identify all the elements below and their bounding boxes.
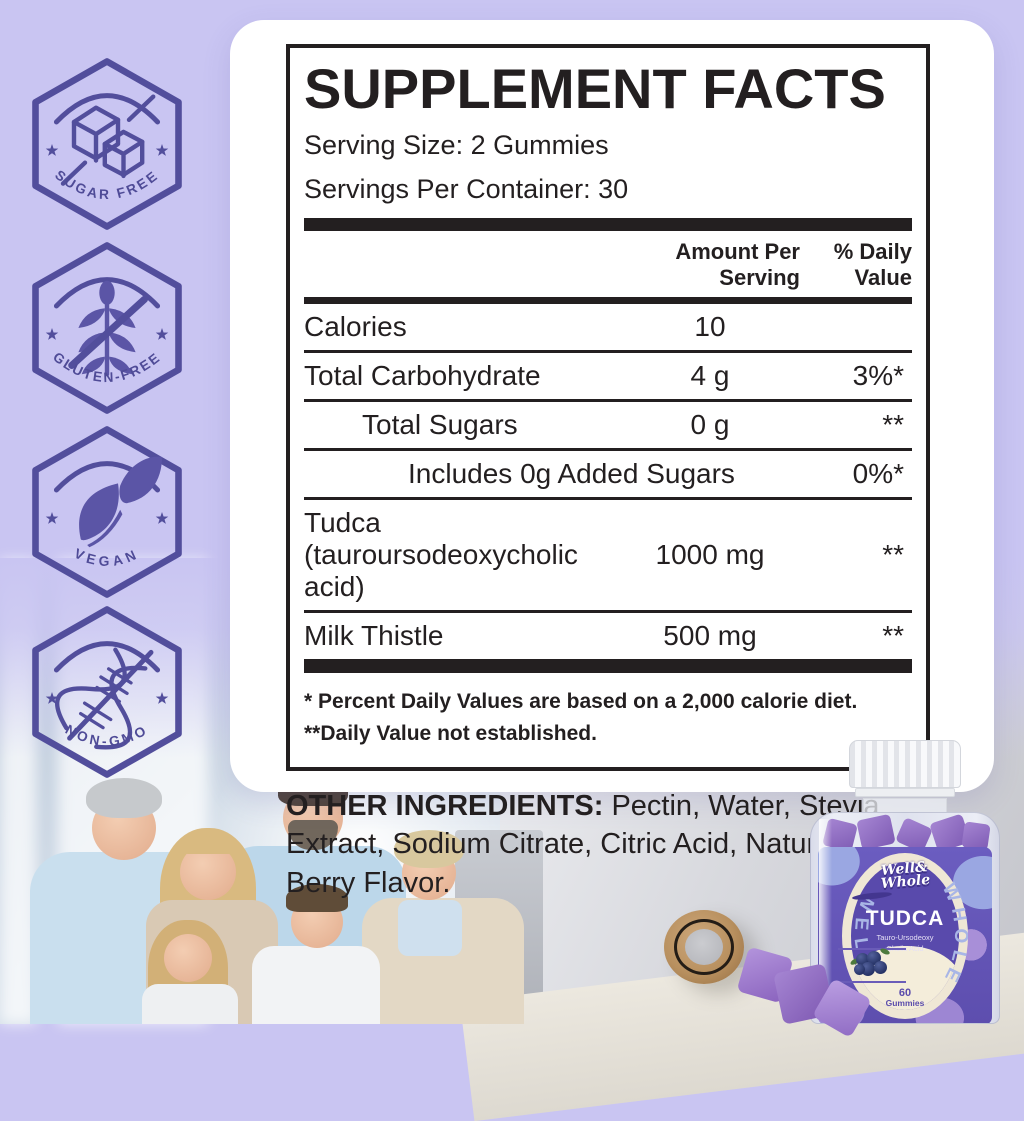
leaves-icon: VEGAN [32,426,182,598]
nutrient-amount: 500 mg [663,620,757,652]
nutrient-name: Total Carbohydrate [304,360,541,392]
serving-size: Serving Size: 2 Gummies [304,129,609,160]
boy-shirt [252,946,380,1024]
grandfather-hair [86,778,162,818]
product-subtitle-line1: Tauro-Ursodeoxy [876,933,934,942]
servings-per-container: Servings Per Container: 30 [304,173,629,204]
wooden-ring-object [664,910,744,984]
nutrient-amount: 0 g [690,409,730,441]
berry [874,961,887,974]
row-calories: Calories 10 [304,304,912,354]
product-name: TUDCA [865,907,945,930]
gummy-in-bottle [856,813,896,851]
facts-header-row: Amount Per Serving % Daily Value [304,231,912,305]
nutrient-amount: 1000 mg [655,539,765,571]
row-added-sugars: Includes 0g Added Sugars 0%* [304,451,912,501]
svg-text:SUGAR FREE: SUGAR FREE [52,167,162,202]
label-rule-bottom [838,981,906,983]
divider-thick-bottom [304,659,912,674]
nutrient-name: Milk Thistle [304,620,444,652]
row-total-sugars: Total Sugars 0 g ** [304,402,912,452]
supplement-facts-box: SUPPLEMENT FACTS Serving Size: 2 Gummies… [286,44,930,772]
other-ingredients-text: Pectin, Water, Stevia Extract, Sodium Ci… [286,790,905,899]
ring-groove [674,919,734,975]
svg-text:NON-GMO: NON-GMO [63,722,151,749]
berry [861,962,875,976]
girl-face [164,934,212,982]
other-ingredients-label: OTHER INGREDIENTS: [286,790,604,823]
supplement-facts-panel: SUPPLEMENT FACTS Serving Size: 2 Gummies… [230,20,994,899]
nutrient-dv: 0%* [852,458,904,490]
dna-icon: NON-GMO [32,606,182,778]
bottle-cap [849,740,961,788]
product-subtitle: Tauro-Ursodeoxy Cholic Acid [818,933,992,955]
bottle-label: WELL WHOLE Well& Whole TUDCA Tauro-Ursod… [818,847,992,1023]
row-milk-thistle: Milk Thistle 500 mg ** [304,613,912,659]
wheat-crossed-icon: GLUTEN-FREE [32,242,182,414]
badge-label-non-gmo: NON-GMO [63,722,148,749]
nutrient-amount: 4 g [690,360,730,392]
count-number: 60 [898,987,912,999]
boy-hair [286,884,348,912]
tudca-gummies-bottle: WELL WHOLE Well& Whole TUDCA Tauro-Ursod… [810,740,1000,1024]
blueberries-illustration [849,947,891,977]
badge-vegan: VEGAN [28,424,186,600]
girl-shirt [142,984,238,1024]
berry [854,964,865,975]
sugar-cubes-icon: SUGAR FREE [32,58,182,230]
column-amount-per-serving: Amount Per Serving [675,239,800,291]
other-ingredients: OTHER INGREDIENTS: Pectin, Water, Stevia… [286,787,938,902]
svg-text:VEGAN: VEGAN [72,546,142,569]
nutrient-amount: 10 [694,311,726,343]
bottle-body: WELL WHOLE Well& Whole TUDCA Tauro-Ursod… [810,812,1000,1024]
footnote-not-established: **Daily Value not established. [304,721,597,745]
label-oval [842,853,968,1019]
badge-gluten-free: GLUTEN-FREE [28,240,186,416]
nutrient-dv: ** [882,409,904,441]
count-unit: Gummies [885,998,925,1009]
count-badge: 60 Gummies [818,987,992,1008]
bottle-cap-lip [855,788,955,797]
nutrient-dv: 3%* [852,360,904,392]
grandmother-top [398,900,462,956]
nutrient-name: Includes 0g Added Sugars [408,458,735,490]
mother-fringe [178,836,238,854]
ring-hole [685,929,723,965]
bottle-neck [863,798,947,813]
row-tudca: Tudca (tauroursodeoxycholic acid) 1000 m… [304,500,912,614]
grandmother-hair [394,830,464,868]
supplement-facts-title: SUPPLEMENT FACTS [304,57,886,120]
nutrient-subname: (tauroursodeoxycholic acid) [304,539,578,603]
label-rule-top [838,948,906,950]
product-label-image: { "badges": [ { "label": "SUGAR FREE", "… [0,20,1024,1121]
nutrient-name: Total Sugars [362,409,518,441]
nutrient-name: Tudca [304,507,381,539]
badge-label-vegan: VEGAN [72,546,138,569]
column-percent-daily-value: % Daily Value [833,239,912,291]
badge-non-gmo: NON-GMO [28,604,186,780]
nutrient-dv: ** [882,539,904,571]
nutrient-dv: ** [882,620,904,652]
footnotes: * Percent Daily Values are based on a 2,… [304,673,912,765]
footnote-daily-values: * Percent Daily Values are based on a 2,… [304,690,858,714]
divider-thick [304,218,912,232]
badge-label-sugar-free: SUGAR FREE [52,167,159,202]
nutrient-name: Calories [304,311,407,343]
badge-sugar-free: SUGAR FREE [28,56,186,232]
row-total-carbohydrate: Total Carbohydrate 4 g 3%* [304,353,912,403]
